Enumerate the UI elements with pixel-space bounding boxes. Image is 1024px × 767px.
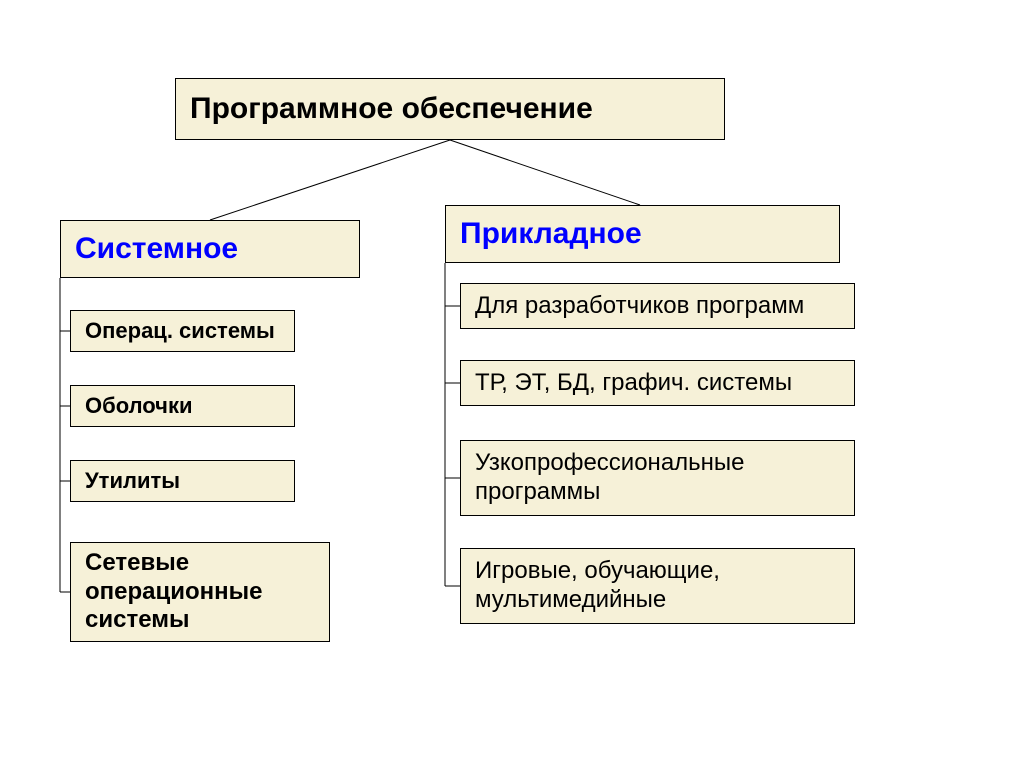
applied-item-2-label: Узкопрофессиональные программы [475,449,840,507]
system-item-3: Сетевые операционные системы [70,542,330,642]
applied-item-3: Игровые, обучающие, мультимедийные [460,548,855,624]
applied-item-2: Узкопрофессиональные программы [460,440,855,516]
branch-applied-label: Прикладное [460,216,642,252]
branch-system-header: Системное [60,220,360,278]
applied-item-3-label: Игровые, обучающие, мультимедийные [475,557,840,615]
system-item-0: Операц. системы [70,310,295,352]
applied-item-1-label: ТР, ЭТ, БД, графич. системы [475,369,792,398]
applied-item-0-label: Для разработчиков программ [475,292,804,321]
applied-item-0: Для разработчиков программ [460,283,855,329]
applied-item-1: ТР, ЭТ, БД, графич. системы [460,360,855,406]
system-item-2: Утилиты [70,460,295,502]
system-item-2-label: Утилиты [85,468,180,494]
system-item-3-label: Сетевые операционные системы [85,549,315,635]
system-item-1: Оболочки [70,385,295,427]
system-item-1-label: Оболочки [85,393,192,419]
branch-applied-header: Прикладное [445,205,840,263]
system-item-0-label: Операц. системы [85,318,275,344]
branch-system-label: Системное [75,231,238,267]
root-box: Программное обеспечение [175,78,725,140]
root-label: Программное обеспечение [190,91,593,127]
